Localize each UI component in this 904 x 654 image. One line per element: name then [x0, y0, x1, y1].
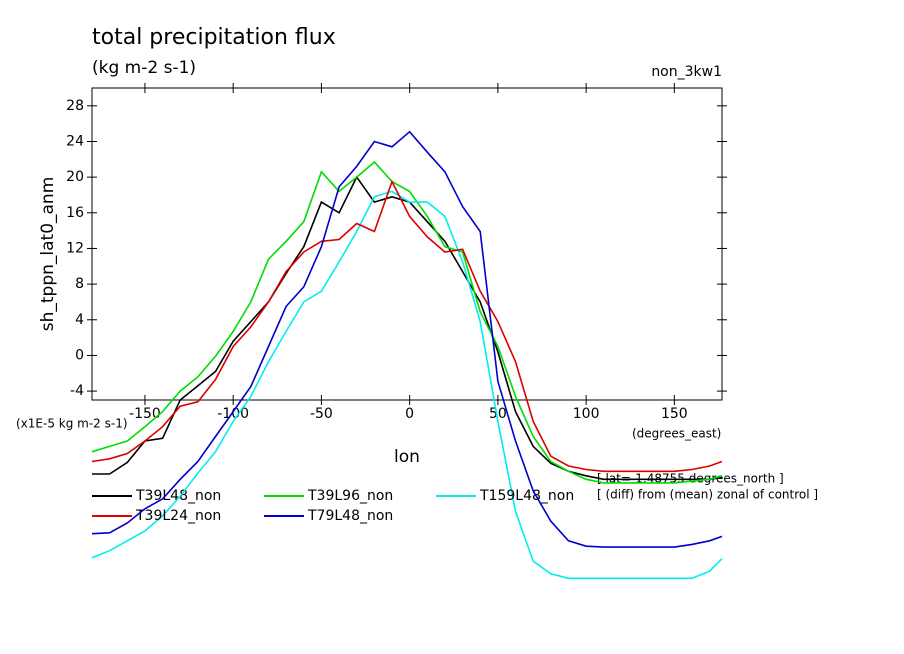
series-line: [91, 160, 723, 484]
y-tick-label: 20: [66, 169, 84, 185]
y-tick-label: 12: [66, 240, 84, 256]
y-tick-label: 4: [75, 312, 84, 328]
chart-title: total precipitation flux: [92, 25, 336, 50]
plot-frame: [91, 87, 723, 401]
legend-label: T39L24_non: [135, 508, 221, 524]
y-tick-label: 0: [75, 347, 84, 363]
y-tick-label: 28: [66, 98, 84, 114]
x-units: (degrees_east): [632, 427, 721, 441]
dataset-label: non_3kw1: [651, 64, 722, 80]
y-tick-label: -4: [70, 383, 84, 399]
x-tick-label: 150: [661, 406, 688, 422]
series-line: [91, 190, 723, 580]
annotation: [ (diff) from (mean) zonal of control ]: [597, 488, 818, 502]
legend-label: T39L96_non: [307, 488, 393, 504]
legend-label: T39L48_non: [135, 488, 221, 504]
chart-subtitle: (kg m-2 s-1): [92, 58, 196, 78]
x-tick-label: -100: [217, 406, 249, 422]
x-tick-label: -50: [310, 406, 333, 422]
series-line: [91, 130, 723, 548]
y-units: (x1E-5 kg m-2 s-1): [16, 417, 128, 431]
legend-label: T79L48_non: [307, 508, 393, 524]
series-line: [91, 179, 723, 473]
x-tick-label: 50: [489, 406, 507, 422]
x-tick-label: -150: [129, 406, 161, 422]
y-tick-label: 24: [66, 133, 84, 149]
y-tick-label: 8: [75, 276, 84, 292]
x-tick-label: 0: [405, 406, 414, 422]
y-axis-label: sh_tppn_lat0_anm: [38, 177, 58, 332]
legend-label: T159L48_non: [479, 488, 574, 504]
x-tick-label: 100: [573, 406, 600, 422]
y-tick-label: 16: [66, 205, 84, 221]
x-axis-label: lon: [394, 447, 420, 467]
